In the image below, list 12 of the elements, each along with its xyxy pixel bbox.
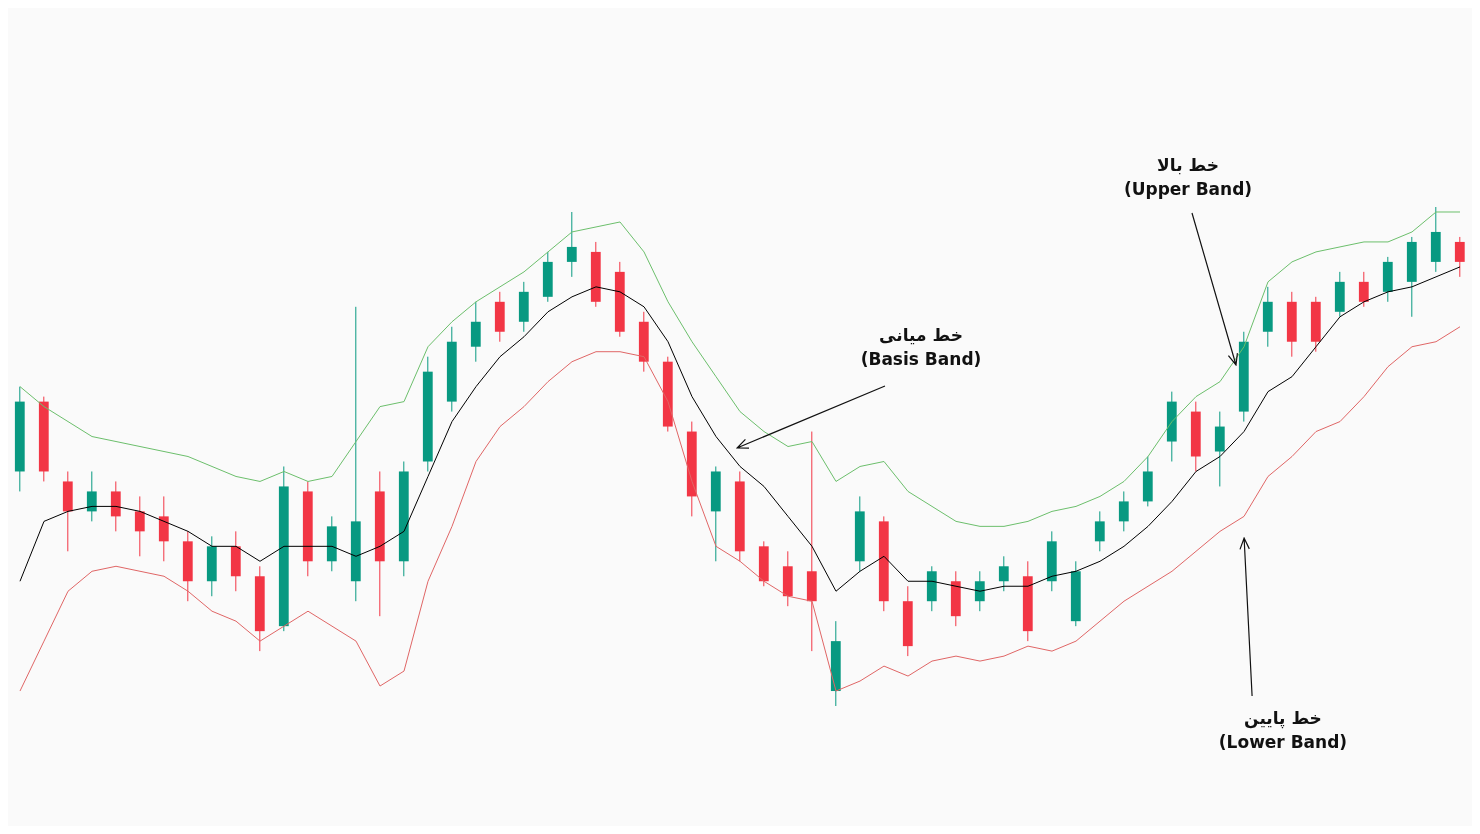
- candlestick: [566, 211, 577, 278]
- annotation: خط میانی (Basis Band): [859, 324, 983, 371]
- candlestick: [974, 570, 985, 612]
- candlestick: [134, 495, 145, 557]
- candlestick: [1094, 510, 1105, 552]
- candlestick: [1118, 490, 1129, 532]
- text: خط پایین (Lower Band): [1217, 707, 1349, 754]
- candlestick: [86, 470, 97, 522]
- candlestick: [1358, 271, 1369, 308]
- candlestick: [1454, 236, 1465, 278]
- text: خط بالا (Upper Band): [1122, 154, 1254, 201]
- candlestick: [998, 555, 1009, 592]
